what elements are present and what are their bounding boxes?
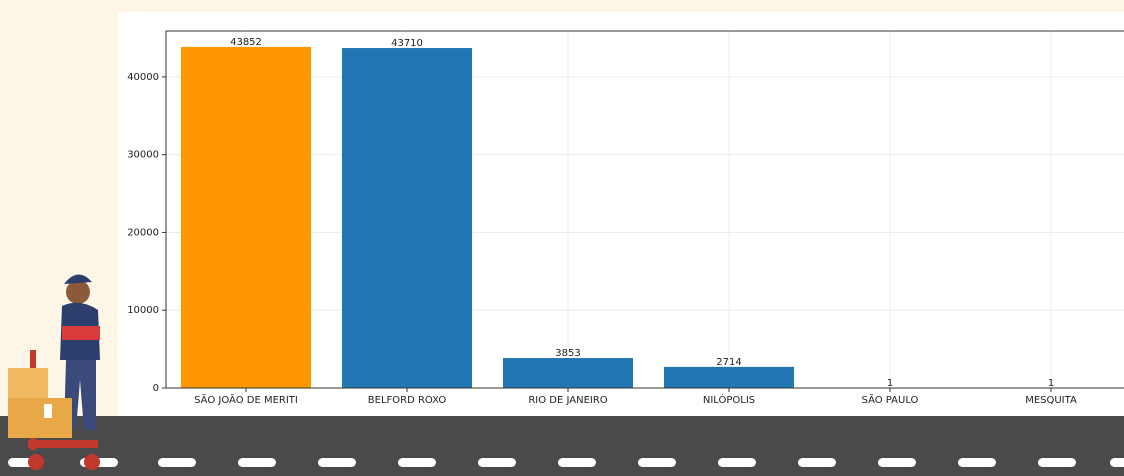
data-label: 43710 <box>391 38 423 49</box>
x-tick-label: NILÓPOLIS <box>703 393 755 406</box>
data-label: 3853 <box>555 348 580 359</box>
axes-frame <box>165 30 1124 389</box>
y-tick-label: 40000 <box>127 72 159 83</box>
bar <box>181 46 311 388</box>
y-tick-label: 0 <box>153 383 159 394</box>
bar <box>342 48 472 389</box>
data-label: 2714 <box>716 357 741 368</box>
bar <box>664 366 794 388</box>
data-label: 43852 <box>230 37 262 48</box>
y-tick-label: 30000 <box>127 150 159 161</box>
x-tick-label: RIO DE JANEIRO <box>528 395 607 406</box>
x-tick-label: BELFORD ROXO <box>368 395 447 406</box>
y-tick-label: 20000 <box>127 227 159 238</box>
bar <box>503 358 633 388</box>
plot-area: 0 10000 20000 30000 40000 43852 SÃO JOÃO DE ME… <box>127 30 1124 406</box>
worker-illustration <box>8 274 100 470</box>
y-tick-label: 10000 <box>127 305 159 316</box>
x-tick-label: SÃO JOÃO DE MERITI <box>194 393 298 406</box>
data-label: 1 <box>1048 378 1054 389</box>
data-label: 1 <box>887 378 893 389</box>
x-tick-label: MESQUITA <box>1025 395 1077 406</box>
road-dashes <box>8 458 1124 467</box>
x-tick-label: SÃO PAULO <box>862 393 919 406</box>
